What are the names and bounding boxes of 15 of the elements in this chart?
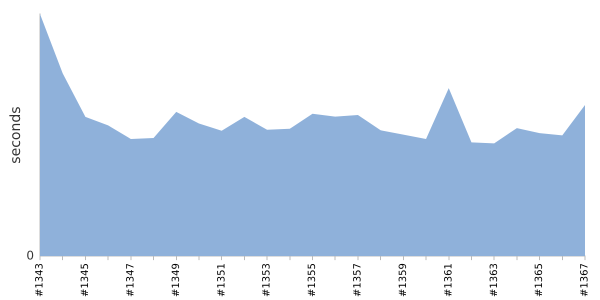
- x-tick-label: #1367: [580, 263, 591, 297]
- x-tick-label: #1361: [443, 263, 454, 297]
- x-tick-label: #1349: [170, 263, 182, 297]
- x-tick-label: #1355: [307, 263, 318, 297]
- x-tick-label: #1351: [216, 263, 228, 297]
- y-axis-title: seconds: [8, 106, 24, 164]
- x-tick-label: #1359: [398, 263, 409, 297]
- x-tick-label: #1347: [125, 263, 136, 297]
- text: 0: [26, 248, 34, 262]
- x-tick-label: #1365: [534, 263, 546, 297]
- x-tick-label: #1357: [352, 263, 364, 297]
- x-tick-label: #1353: [262, 263, 273, 297]
- x-tick-label: #1345: [80, 263, 92, 297]
- x-tick-label: #1343: [34, 263, 46, 297]
- x-tick-label: #1363: [488, 263, 500, 297]
